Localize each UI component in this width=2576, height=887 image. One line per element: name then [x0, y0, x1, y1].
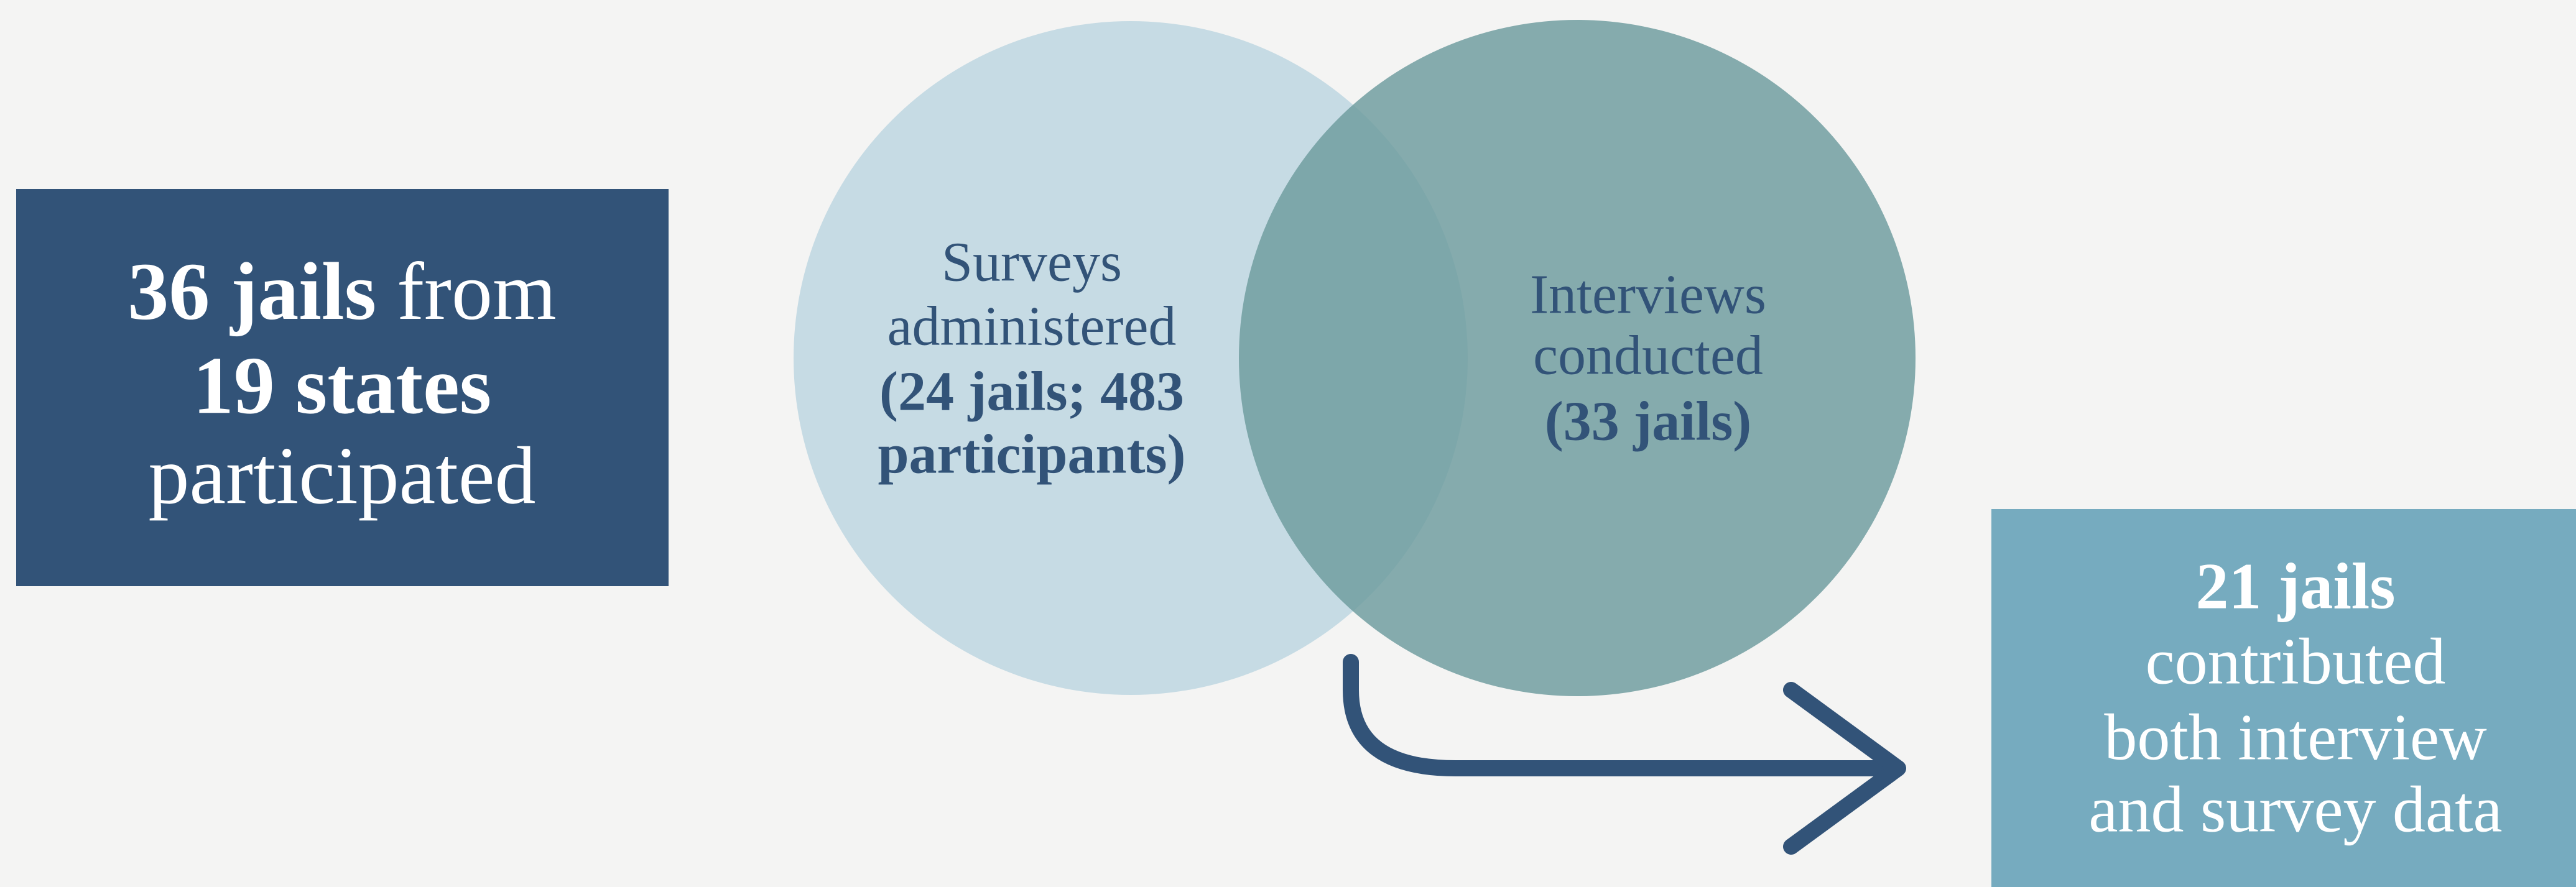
participation-line: participated [148, 430, 535, 521]
arrow-shaft [1343, 654, 1905, 776]
result-line: both interview [2104, 701, 2487, 773]
result-line: contributed [2146, 625, 2446, 697]
interviews-circle [1239, 20, 1916, 696]
participation-line: 19 states [193, 339, 491, 431]
text: from [397, 246, 557, 337]
result-line: and survey data [2088, 773, 2502, 845]
interviews-count: (33 jails) [1545, 391, 1751, 453]
text-bold: 36 jails [127, 246, 376, 337]
surveys-label: administered [887, 296, 1177, 357]
surveys-count: (24 jails; 483 [879, 361, 1184, 423]
surveys-label: Surveys [942, 232, 1122, 293]
interviews-label: Interviews [1530, 264, 1766, 326]
arrow-head [1783, 682, 1906, 855]
surveys-count: participants) [878, 424, 1186, 485]
result-line: 21 jails [2196, 549, 2396, 622]
interviews-label: conducted [1533, 325, 1763, 387]
participation-line: 36 jails from [127, 246, 556, 337]
participation-box [16, 189, 669, 586]
result-box [1991, 509, 2576, 887]
